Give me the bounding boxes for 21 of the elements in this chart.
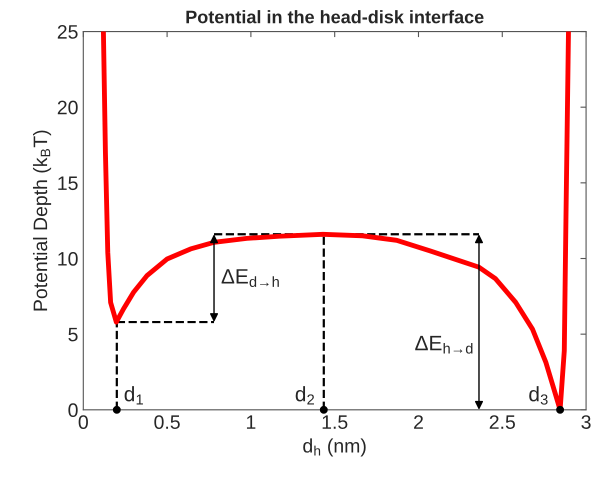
x-tick-label: 1.5 xyxy=(322,415,348,429)
y-tick-label: 25 xyxy=(58,24,78,39)
x-axis-title: d$_{h}$ (nm) xyxy=(303,438,366,456)
annotation: ΔE$_{d→h}$ xyxy=(222,269,279,287)
annotation: ΔE$_{h→d}$ xyxy=(415,336,472,354)
x-tick-label: 2 xyxy=(414,415,423,429)
annotation: d$_{3}$ xyxy=(529,386,548,405)
x-tick-label: 0 xyxy=(78,415,88,429)
y-tick-label: 20 xyxy=(58,100,78,114)
x-tick-label: 1 xyxy=(246,415,256,429)
x-tick-label: 2.5 xyxy=(490,415,515,429)
y-tick-label: 10 xyxy=(58,252,78,266)
x-tick-label: 3 xyxy=(581,415,591,429)
y-tick-label: 5 xyxy=(68,328,78,342)
chart-title: Potential in the head-disk interface xyxy=(186,10,484,24)
x-tick-label: 0.5 xyxy=(154,415,180,429)
y-axis-title: Potential Depth (k$_{B}$T) xyxy=(32,130,52,310)
y-tick-label: 15 xyxy=(58,176,78,190)
y-tick-label: 0 xyxy=(68,403,78,418)
annotation: d$_{1}$ xyxy=(124,386,143,405)
annotation: d$_{2}$ xyxy=(296,386,314,405)
